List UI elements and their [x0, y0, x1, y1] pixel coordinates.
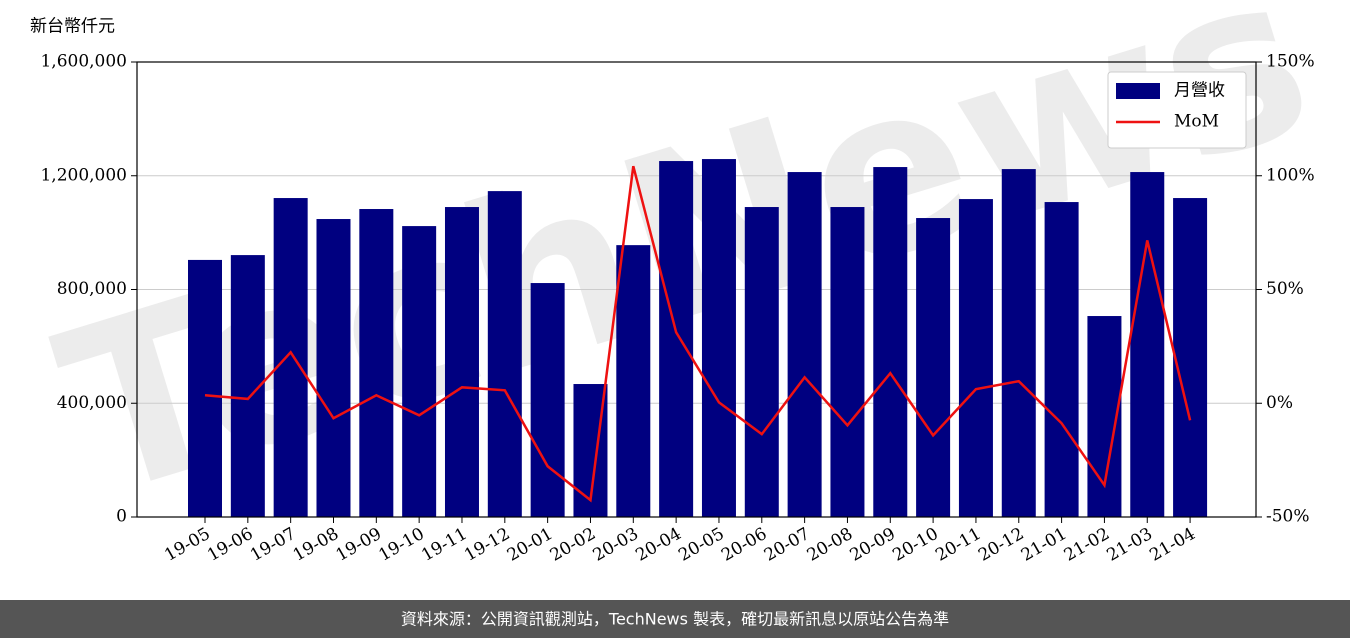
x-tick-label: 20-05 — [675, 524, 727, 566]
x-tick-label: 20-12 — [975, 524, 1027, 566]
y-tick-label: 400,000 — [57, 393, 127, 413]
x-tick-label: 21-03 — [1104, 524, 1156, 566]
y2-tick-label: 50% — [1266, 279, 1304, 299]
bar — [916, 218, 951, 517]
x-tick-label: 21-01 — [1018, 524, 1070, 566]
x-tick-label: 20-06 — [718, 524, 770, 566]
y-tick-label: 1,600,000 — [40, 52, 127, 72]
bar — [359, 209, 394, 517]
x-tick-label: 19-08 — [290, 524, 342, 566]
bar — [1173, 198, 1208, 518]
source-note: 資料來源：公開資訊觀測站，TechNews 製表，確切最新訊息以原站公告為準 — [401, 610, 949, 629]
x-tick-label: 19-11 — [418, 524, 470, 566]
x-tick-label: 21-04 — [1146, 524, 1198, 566]
x-tick-label: 20-10 — [889, 524, 941, 566]
footer-bar — [0, 600, 1350, 638]
x-tick-label: 20-08 — [804, 524, 856, 566]
bar — [744, 207, 779, 517]
bar — [487, 191, 522, 517]
bar — [787, 172, 822, 517]
plot-frame — [136, 61, 1257, 518]
y-tick-label: 800,000 — [57, 279, 127, 299]
x-tick-label: 20-09 — [847, 524, 899, 566]
bar — [530, 283, 565, 517]
x-tick-label: 20-02 — [547, 524, 599, 566]
legend-label: 月營收 — [1174, 81, 1225, 101]
y2-tick-label: -50% — [1266, 507, 1310, 527]
bar — [873, 167, 908, 517]
bar — [273, 198, 308, 518]
x-tick-label: 20-01 — [504, 524, 556, 566]
x-tick-label: 19-10 — [375, 524, 427, 566]
x-tick-label: 19-07 — [247, 524, 299, 566]
x-tick-label: 20-11 — [932, 524, 984, 566]
bar — [444, 207, 479, 517]
bar — [1001, 169, 1036, 517]
x-tick-label: 20-03 — [590, 524, 642, 566]
y-tick-label: 0 — [116, 507, 127, 527]
line — [204, 165, 1192, 503]
x-tick-label: 19-09 — [333, 524, 385, 566]
x-tick-label: 19-06 — [204, 524, 256, 566]
bar — [1130, 172, 1165, 517]
x-tick-label: 20-04 — [632, 524, 684, 566]
bar — [659, 161, 694, 518]
legend-label: MoM — [1174, 112, 1219, 132]
x-tick-label: 21-02 — [1061, 524, 1113, 566]
x-tick-label: 20-07 — [761, 524, 813, 566]
bar — [958, 199, 993, 517]
y2-tick-label: 100% — [1266, 165, 1315, 185]
legend-swatch — [1116, 83, 1160, 99]
bar — [188, 259, 222, 517]
y-axis-label: 新台幣仟元 — [30, 17, 115, 37]
bar — [616, 245, 651, 517]
bar — [701, 159, 736, 517]
y-tick-label: 1,200,000 — [40, 165, 127, 185]
bar — [402, 226, 437, 517]
y2-tick-label: 0% — [1266, 393, 1293, 413]
bar — [316, 219, 351, 518]
y2-tick-label: 150% — [1266, 52, 1315, 72]
bar — [1044, 202, 1079, 517]
bar — [830, 207, 865, 517]
x-tick-label: 19-12 — [461, 524, 513, 566]
